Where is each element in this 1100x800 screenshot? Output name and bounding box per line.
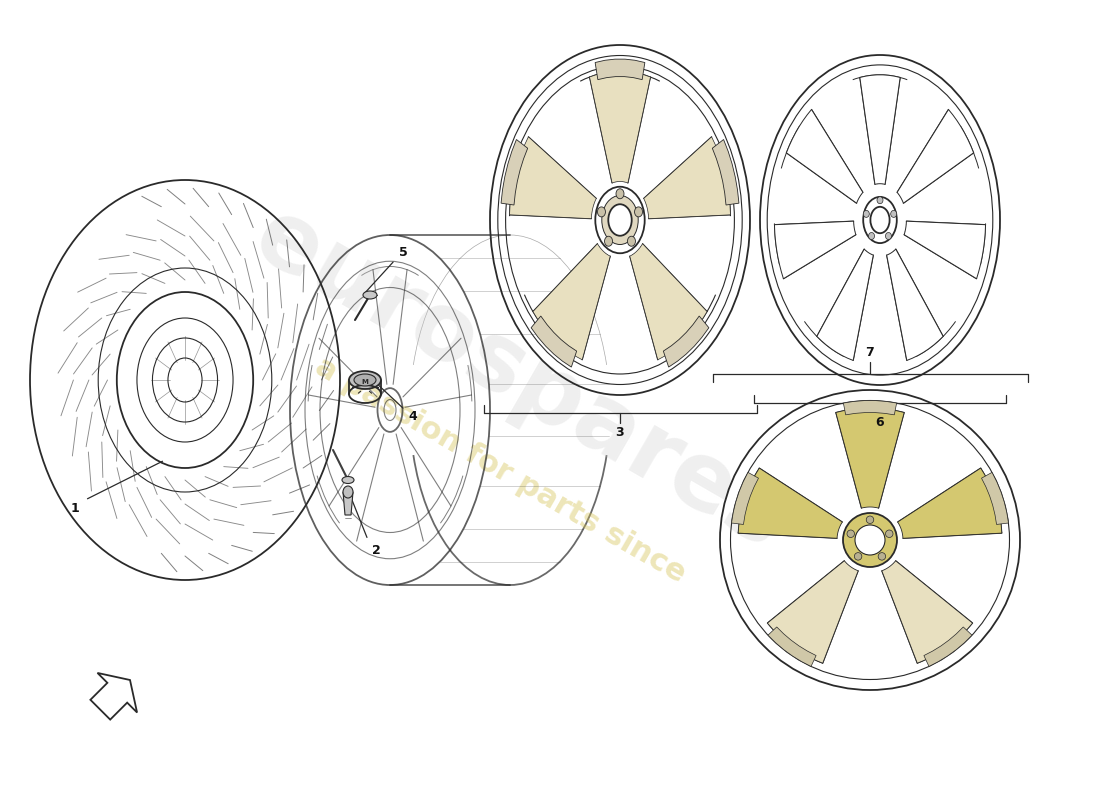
- Polygon shape: [768, 627, 816, 666]
- Polygon shape: [595, 59, 645, 80]
- Polygon shape: [836, 408, 904, 508]
- Text: M: M: [362, 379, 369, 385]
- Polygon shape: [887, 249, 943, 361]
- Polygon shape: [532, 244, 610, 360]
- Polygon shape: [860, 75, 900, 184]
- Circle shape: [878, 553, 886, 560]
- Polygon shape: [981, 472, 1009, 525]
- Polygon shape: [844, 401, 896, 415]
- Text: 2: 2: [372, 543, 381, 557]
- Polygon shape: [531, 316, 576, 367]
- Ellipse shape: [870, 206, 890, 234]
- Ellipse shape: [616, 189, 624, 198]
- Ellipse shape: [354, 374, 376, 386]
- Polygon shape: [786, 110, 862, 203]
- Polygon shape: [882, 561, 972, 663]
- Text: a passion for parts since: a passion for parts since: [309, 352, 691, 588]
- Text: 1: 1: [70, 502, 79, 514]
- Ellipse shape: [635, 207, 642, 217]
- Text: 4: 4: [408, 410, 417, 422]
- Circle shape: [855, 553, 861, 560]
- Polygon shape: [590, 71, 650, 183]
- Polygon shape: [732, 472, 759, 525]
- Polygon shape: [904, 221, 986, 278]
- Polygon shape: [630, 244, 707, 360]
- Polygon shape: [343, 492, 353, 515]
- Circle shape: [855, 525, 886, 555]
- Circle shape: [843, 513, 896, 567]
- Polygon shape: [713, 139, 739, 205]
- Ellipse shape: [342, 477, 354, 483]
- Ellipse shape: [597, 207, 605, 217]
- Ellipse shape: [349, 371, 381, 389]
- Ellipse shape: [627, 236, 636, 246]
- Polygon shape: [644, 137, 730, 218]
- Ellipse shape: [864, 210, 869, 218]
- Ellipse shape: [891, 210, 896, 218]
- Polygon shape: [509, 137, 596, 218]
- Polygon shape: [817, 249, 873, 361]
- Circle shape: [867, 516, 873, 523]
- Ellipse shape: [605, 236, 613, 246]
- Text: 3: 3: [616, 426, 625, 439]
- Text: 5: 5: [398, 246, 407, 258]
- Ellipse shape: [363, 291, 377, 299]
- Text: eurospares: eurospares: [239, 191, 802, 569]
- Ellipse shape: [343, 486, 353, 498]
- Polygon shape: [924, 627, 972, 666]
- Circle shape: [886, 530, 893, 538]
- Text: 6: 6: [876, 417, 884, 430]
- Polygon shape: [663, 316, 708, 367]
- Polygon shape: [738, 468, 843, 538]
- Polygon shape: [898, 468, 1002, 538]
- Ellipse shape: [602, 195, 638, 245]
- Ellipse shape: [608, 204, 631, 236]
- Ellipse shape: [877, 197, 883, 204]
- Text: 7: 7: [866, 346, 874, 358]
- Ellipse shape: [886, 233, 891, 239]
- Ellipse shape: [869, 233, 874, 239]
- Polygon shape: [898, 110, 974, 203]
- Polygon shape: [774, 221, 856, 278]
- Circle shape: [847, 530, 855, 538]
- Polygon shape: [502, 139, 528, 205]
- Polygon shape: [768, 561, 858, 663]
